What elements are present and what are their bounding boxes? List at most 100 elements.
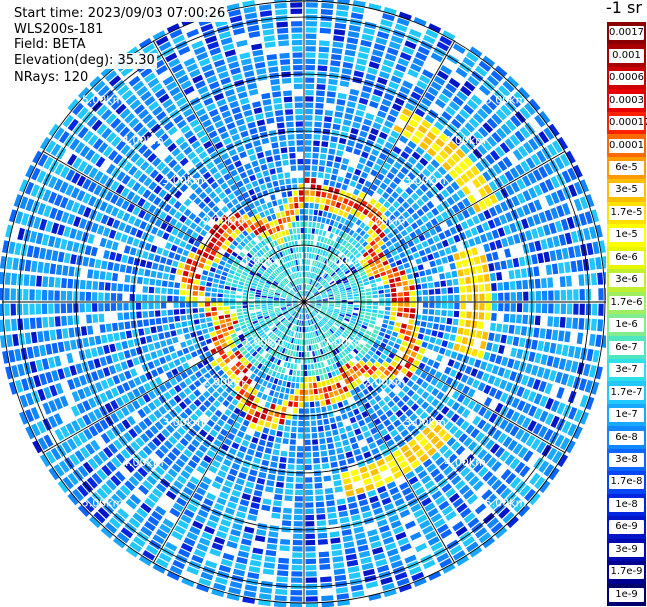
beta-gate — [284, 328, 289, 334]
beta-gate — [258, 249, 265, 256]
beta-gate — [468, 475, 480, 487]
beta-gate — [273, 319, 279, 324]
beta-gate — [338, 209, 344, 216]
beta-gate — [67, 315, 74, 326]
beta-gate — [181, 173, 190, 182]
beta-gate — [384, 542, 397, 551]
beta-gate — [91, 119, 103, 132]
beta-gate — [145, 544, 159, 556]
beta-gate — [291, 376, 296, 382]
beta-gate — [102, 227, 111, 237]
beta-gate — [316, 330, 321, 336]
beta-gate — [258, 593, 272, 600]
beta-gate — [433, 424, 443, 434]
beta-gate — [293, 312, 298, 317]
beta-gate — [274, 292, 281, 296]
beta-gate — [433, 170, 443, 180]
beta-gate — [168, 159, 178, 169]
beta-gate — [365, 483, 375, 492]
beta-gate — [479, 293, 485, 301]
beta-gate — [175, 136, 186, 146]
beta-gate — [337, 401, 344, 408]
beta-gate — [509, 371, 518, 382]
beta-gate — [39, 344, 47, 357]
beta-gate — [293, 514, 303, 521]
beta-gate — [437, 70, 449, 81]
beta-gate — [370, 283, 377, 288]
beta-gate — [229, 343, 236, 349]
beta-gate — [199, 243, 206, 251]
beta-gate — [494, 190, 504, 202]
beta-gate — [377, 251, 385, 258]
beta-gate — [415, 339, 422, 346]
beta-gate — [401, 108, 412, 117]
beta-gate — [512, 149, 523, 161]
beta-gate — [395, 322, 401, 328]
beta-gate — [547, 277, 554, 288]
beta-gate — [48, 123, 60, 137]
beta-gate — [231, 198, 239, 206]
beta-gate — [341, 295, 347, 298]
beta-gate — [325, 275, 330, 280]
beta-gate — [294, 502, 303, 508]
beta-gate — [484, 283, 491, 292]
beta-gate — [73, 216, 82, 227]
beta-gate — [60, 238, 68, 250]
beta-gate — [528, 492, 541, 506]
beta-gate — [333, 221, 339, 228]
beta-gate — [373, 178, 382, 186]
beta-gate — [416, 397, 425, 406]
beta-gate — [375, 37, 388, 46]
beta-gate — [252, 547, 264, 555]
beta-gate — [567, 167, 578, 181]
beta-gate — [271, 316, 277, 320]
beta-gate — [94, 211, 103, 223]
beta-gate — [483, 409, 493, 420]
beta-gate — [404, 492, 416, 502]
beta-gate — [242, 383, 249, 391]
beta-gate — [280, 304, 286, 306]
beta-gate — [371, 287, 378, 291]
beta-gate — [271, 512, 281, 519]
beta-gate — [277, 331, 282, 337]
beta-gate — [431, 388, 440, 397]
beta-gate — [242, 405, 250, 413]
beta-gate — [271, 384, 277, 391]
beta-gate — [119, 126, 131, 138]
beta-gate — [138, 268, 145, 276]
beta-gate — [514, 130, 526, 143]
beta-gate — [335, 303, 341, 306]
beta-gate — [504, 138, 516, 150]
beta-gate — [4, 303, 10, 316]
beta-gate — [510, 303, 516, 312]
beta-gate — [410, 91, 422, 101]
beta-gate — [383, 248, 390, 255]
beta-gate — [301, 326, 303, 333]
beta-gate — [403, 176, 412, 185]
beta-gate — [153, 409, 162, 419]
beta-gate — [170, 330, 177, 337]
beta-gate — [264, 360, 270, 366]
beta-gate — [304, 446, 311, 452]
beta-gate — [464, 471, 475, 482]
beta-gate — [211, 542, 224, 551]
beta-gate — [407, 172, 416, 181]
beta-gate — [489, 94, 502, 106]
beta-gate — [149, 169, 159, 179]
beta-gate — [322, 341, 326, 347]
beta-gate — [534, 114, 546, 128]
beta-gate — [418, 249, 426, 257]
beta-gate — [390, 560, 404, 569]
beta-gate — [128, 117, 140, 129]
beta-gate — [298, 421, 304, 427]
beta-gate — [305, 320, 307, 326]
beta-gate — [315, 102, 324, 109]
beta-gate — [532, 422, 543, 435]
beta-gate — [289, 343, 293, 350]
beta-gate — [407, 389, 415, 397]
beta-gate — [413, 577, 427, 587]
beta-gate — [230, 333, 237, 338]
beta-gate — [359, 213, 366, 221]
beta-gate — [144, 429, 155, 439]
beta-gate — [250, 315, 257, 319]
